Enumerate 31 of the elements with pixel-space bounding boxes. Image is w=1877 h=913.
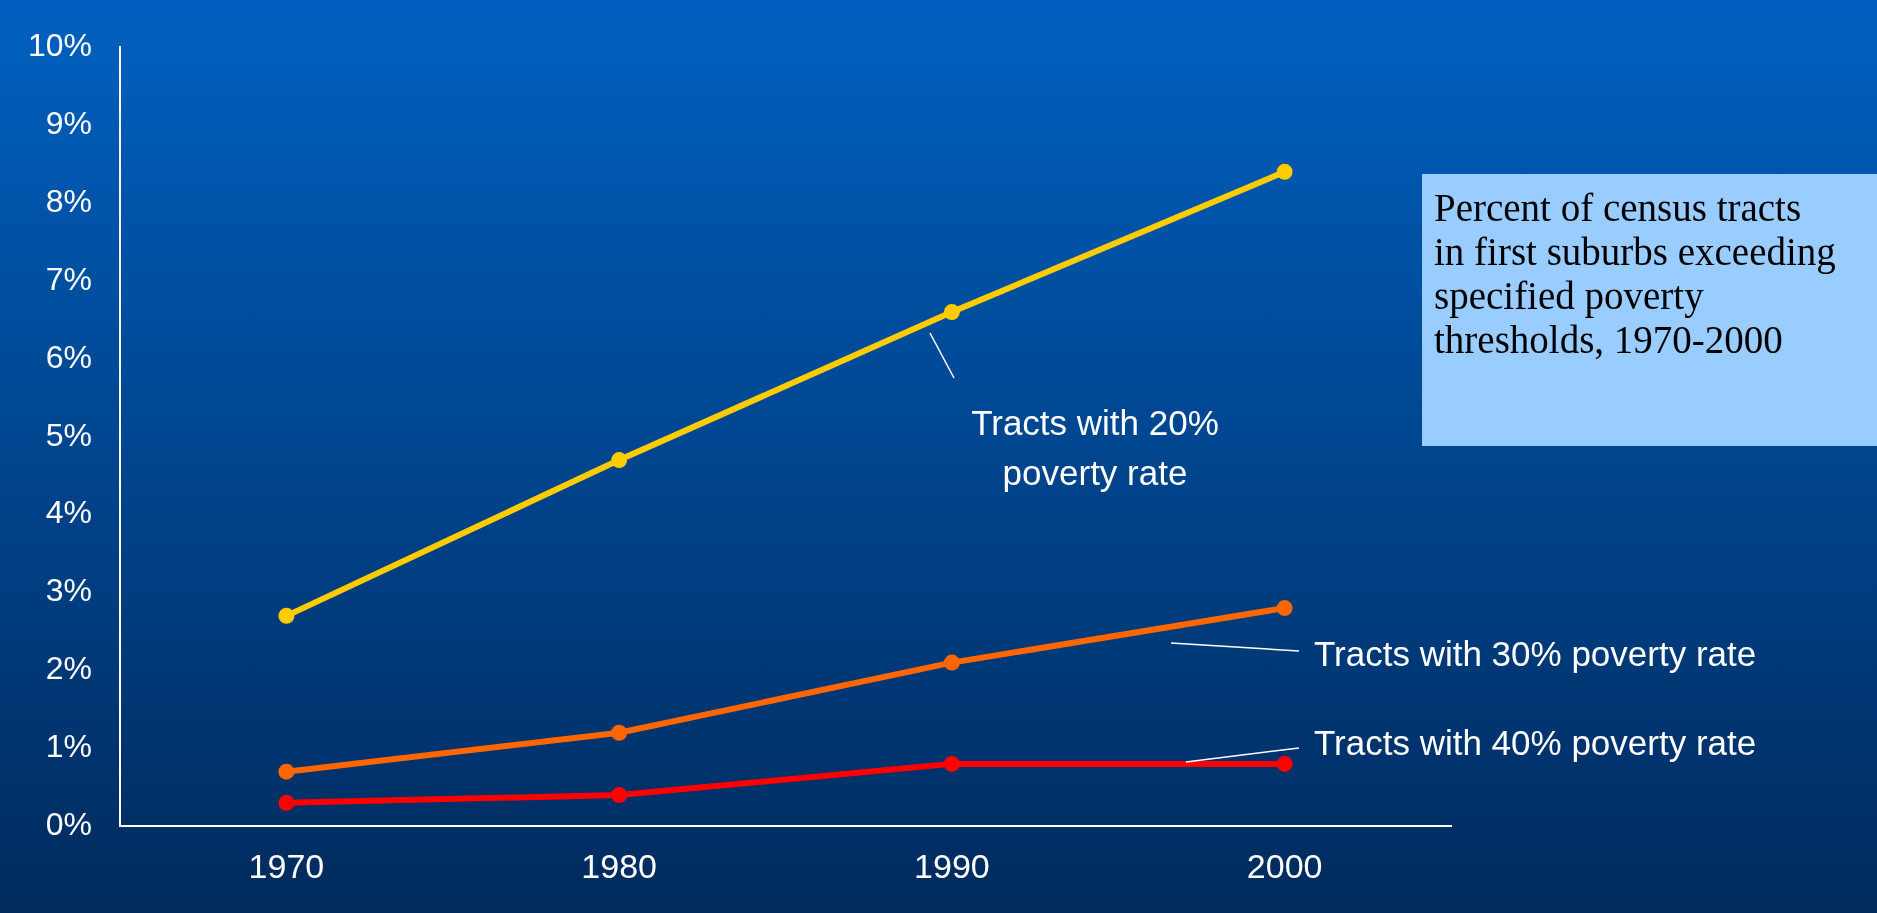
- y-tick-label: 5%: [45, 416, 93, 453]
- y-tick-label: 10%: [28, 27, 93, 64]
- point: [278, 607, 295, 624]
- point: [943, 654, 960, 671]
- y-tick-label: 7%: [45, 260, 93, 297]
- y-tick-label: 2%: [45, 650, 93, 687]
- x-tick-label: 1970: [248, 846, 325, 885]
- y-tick-label: 9%: [45, 104, 93, 141]
- y-tick-label: 6%: [45, 338, 93, 375]
- point: [611, 452, 628, 469]
- point: [611, 787, 628, 804]
- y-tick-label: 4%: [45, 494, 93, 531]
- point: [1276, 600, 1293, 617]
- text-box: Percent of census tracts in first suburbs exceeding specified poverty thresholds, 1970-2000: [1422, 174, 1877, 446]
- text: Tracts with 20% poverty rate: [971, 402, 1219, 492]
- x-tick-label: 1990: [914, 846, 990, 885]
- series-label: Tracts with 40% poverty rate: [1314, 722, 1757, 762]
- series-label: Tracts with 30% poverty rate: [1314, 633, 1757, 673]
- point: [611, 724, 628, 741]
- point: [1276, 755, 1293, 772]
- x-tick-label: 2000: [1246, 846, 1323, 885]
- x-tick-label: 1980: [581, 846, 657, 885]
- y-tick-label: 1%: [45, 728, 93, 765]
- y-tick-label: 3%: [45, 572, 93, 609]
- y-tick-label: 8%: [45, 182, 93, 219]
- point: [943, 755, 960, 772]
- y-tick-label: 0%: [45, 806, 93, 843]
- point: [1276, 163, 1293, 180]
- point: [278, 763, 295, 780]
- point: [278, 794, 295, 811]
- point: [943, 304, 960, 321]
